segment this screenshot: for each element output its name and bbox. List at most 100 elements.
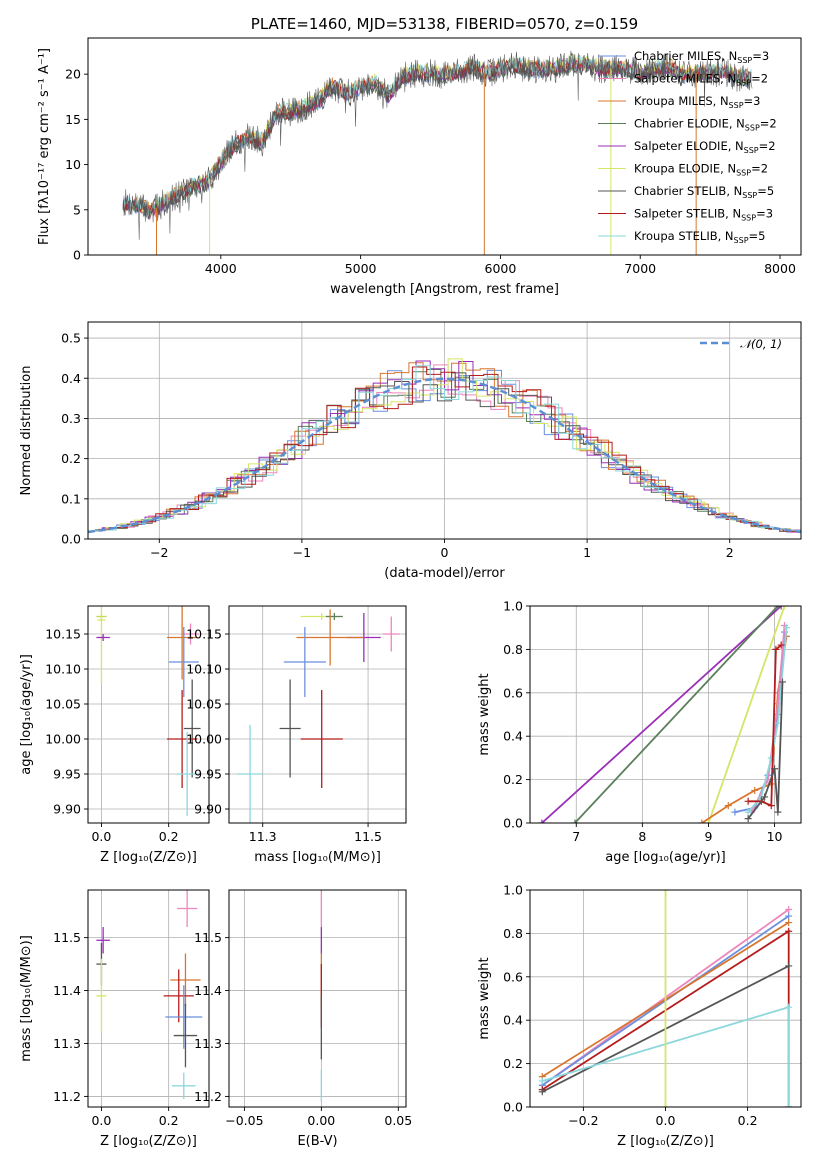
- errorbar-point: [177, 732, 198, 816]
- y-tick-label: 20: [65, 67, 81, 82]
- grid-age-vs-mass: [229, 606, 406, 823]
- plus-marker: [704, 819, 712, 823]
- errorbar-point: [168, 627, 199, 697]
- errorbar-point: [96, 927, 110, 954]
- plus-marker: [744, 797, 752, 805]
- x-tick-label: 0.2: [159, 1113, 179, 1128]
- x-tick-label: 5000: [345, 261, 377, 276]
- plus-marker: [785, 912, 793, 920]
- x-tick-label: 0.2: [738, 1113, 758, 1128]
- legend-label: Chabrier ELODIE, NSSP=2: [634, 117, 777, 133]
- x-tick-label: 0.05: [384, 1113, 412, 1128]
- mass-weight-line: [707, 606, 786, 823]
- y-tick-label: 11.3: [53, 1036, 81, 1051]
- plot-area-mass-weight-vs-Z: [538, 890, 793, 1107]
- plus-marker: [571, 819, 579, 823]
- legend-entry: Chabrier MILES, NSSP=3: [598, 49, 769, 65]
- legend-label: Kroupa ELODIE, NSSP=2: [634, 162, 768, 178]
- x-tick-label: −0.05: [225, 1113, 263, 1128]
- errorbar-point: [182, 623, 199, 645]
- y-tick-label: 0: [73, 248, 81, 263]
- legend-label: 𝒩(0, 1): [740, 337, 782, 351]
- y-tick-label: 10.15: [186, 627, 222, 642]
- x-tick-label: 0.0: [656, 1113, 676, 1128]
- axes-frame: [87, 321, 802, 540]
- errorbar-point: [163, 969, 194, 1023]
- x-tick-label: 7000: [624, 261, 656, 276]
- y-tick-label: 10: [65, 157, 81, 172]
- plus-marker: [538, 1077, 546, 1085]
- plus-marker: [782, 624, 790, 632]
- plus-marker: [777, 606, 785, 610]
- plot-area-mass-weight-vs-age: [538, 606, 790, 823]
- y-tick-label: 11.2: [194, 1089, 222, 1104]
- y-axis-label: Normed distribution: [19, 366, 34, 496]
- panel-mass-vs-Z: 0.0 0.2 11.2 11.3 11.4 11.5 Z [log₁₀(Z/Z⊙)] mas…: [19, 889, 210, 1149]
- plus-marker: [774, 808, 782, 816]
- normal-reference-curve: [88, 377, 801, 534]
- panel-mass-weight-vs-age: 7 8 9 10 0.0 0.2 0.4 0.6 0.8 1.0 age [log₁₀(age/yr…: [477, 599, 802, 865]
- y-tick-label: 9.90: [194, 802, 222, 817]
- y-tick-label: 10.10: [45, 662, 81, 677]
- plus-marker: [785, 1103, 793, 1107]
- plus-marker: [774, 606, 782, 610]
- errorbar-point: [96, 958, 107, 1033]
- x-tick-label: 6000: [485, 261, 517, 276]
- x-tick-label: 9: [704, 829, 712, 844]
- x-tick-label: 11.5: [354, 829, 382, 844]
- y-axis-label: mass weight: [477, 673, 492, 755]
- legend-entry: Kroupa STELIB, NSSP=5: [598, 229, 765, 245]
- x-axis-label: Z [log₁₀(Z/Z⊙)]: [100, 850, 197, 865]
- x-tick-label: 8000: [764, 261, 796, 276]
- y-tick-label: 9.95: [53, 767, 81, 782]
- plus-marker: [785, 962, 793, 970]
- y-tick-label: 0.4: [503, 729, 523, 744]
- errorbar-point: [325, 613, 343, 620]
- legend-entry: Kroupa ELODIE, NSSP=2: [598, 162, 768, 178]
- axes-frame: [87, 889, 210, 1108]
- plot-area-age-vs-Z: [96, 606, 201, 816]
- x-tick-label: 0.2: [159, 829, 179, 844]
- errorbar-point: [177, 890, 198, 928]
- observed-spectrum: [122, 50, 753, 240]
- plus-marker: [785, 927, 793, 935]
- plus-marker: [777, 641, 785, 649]
- x-axis-label: Z [log₁₀(Z/Z⊙)]: [617, 1134, 714, 1149]
- legend-entry: Salpeter STELIB, NSSP=3: [598, 207, 773, 223]
- x-tick-label: 0.0: [91, 829, 111, 844]
- y-tick-label: 0.5: [61, 331, 81, 346]
- plot-area-residuals: [88, 358, 801, 534]
- y-axis-label: mass weight: [477, 957, 492, 1039]
- y-tick-label: 10.00: [45, 732, 81, 747]
- y-tick-label: 0.8: [503, 926, 523, 941]
- axes-frame: [87, 37, 802, 256]
- legend-entry: Salpeter MILES, NSSP=2: [598, 72, 768, 88]
- y-axis-label: age [log₁₀(age/yr)]: [19, 654, 34, 775]
- y-tick-label: 0.4: [503, 1013, 523, 1028]
- legend-label: Salpeter MILES, NSSP=2: [634, 72, 768, 88]
- plus-marker: [744, 808, 752, 816]
- legend-label: Chabrier STELIB, NSSP=5: [634, 184, 774, 200]
- y-tick-label: 0.2: [503, 1056, 523, 1071]
- errorbar-point: [97, 606, 106, 683]
- y-tick-label: 0.0: [61, 532, 81, 547]
- x-axis-label: Z [log₁₀(Z/Z⊙)]: [100, 1134, 197, 1149]
- panel-age-vs-Z: 0.0 0.2 9.90 9.95 10.00 10.05 10.10 10.15 Z [log…: [19, 605, 210, 865]
- x-tick-label: 1: [583, 545, 591, 560]
- plus-marker: [780, 606, 788, 610]
- y-tick-label: 1.0: [503, 599, 523, 614]
- errorbar-point: [183, 679, 201, 778]
- panel-mass-weight-vs-Z: −0.2 0.0 0.2 0.0 0.2 0.4 0.6 0.8 1.0 Z [log₁₀(Z/Z…: [477, 883, 802, 1149]
- y-tick-label: 9.95: [194, 767, 222, 782]
- y-tick-label: 0.0: [503, 1100, 523, 1115]
- y-tick-label: 11.5: [194, 930, 222, 945]
- errorbar-point: [283, 627, 326, 697]
- panel-mass-vs-EBV: −0.05 0.00 0.05 11.2 11.3 11.4 11.5 E(B-V): [194, 889, 412, 1149]
- plus-marker: [785, 919, 793, 927]
- legend-label: Salpeter STELIB, NSSP=3: [634, 207, 773, 223]
- x-tick-label: −2: [150, 545, 168, 560]
- plot-area-age-vs-mass: [237, 609, 400, 823]
- plus-marker: [778, 678, 786, 686]
- x-axis-label: age [log₁₀(age/yr)]: [605, 850, 726, 865]
- y-axis-label: Flux [fλ10⁻¹⁷ erg cm⁻² s⁻¹ A⁻¹]: [37, 48, 52, 245]
